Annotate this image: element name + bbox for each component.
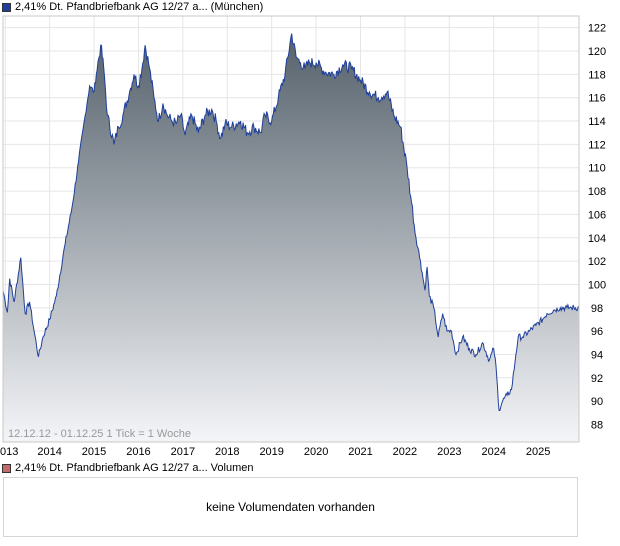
price-legend: 2,41% Dt. Pfandbriefbank AG 12/27 a... (… (2, 0, 263, 14)
y-tick-label: 116 (588, 93, 606, 105)
x-tick-label: 013 (0, 446, 18, 458)
y-tick-label: 110 (588, 163, 606, 175)
x-tick-label: 2020 (304, 446, 328, 458)
price-area (3, 33, 579, 442)
volume-empty-message: keine Volumendaten vorhanden (206, 500, 375, 514)
y-tick-label: 108 (588, 186, 606, 198)
volume-series-label: 2,41% Dt. Pfandbriefbank AG 12/27 a... V… (15, 462, 254, 474)
y-tick-label: 88 (591, 419, 603, 431)
volume-legend: 2,41% Dt. Pfandbriefbank AG 12/27 a... V… (2, 461, 254, 475)
price-series-swatch (2, 2, 11, 12)
volume-panel: keine Volumendaten vorhanden (3, 477, 578, 537)
period-label: 12.12.12 - 01.12.25 1 Tick = 1 Woche (8, 428, 191, 440)
x-tick-label: 2022 (393, 446, 417, 458)
y-tick-label: 100 (588, 279, 606, 291)
y-tick-label: 102 (588, 256, 606, 268)
plot-border (2, 15, 580, 443)
y-tick-label: 118 (588, 69, 606, 81)
y-tick-label: 98 (591, 303, 603, 315)
x-tick-label: 2024 (481, 446, 505, 458)
x-tick-label: 2018 (215, 446, 239, 458)
y-tick-label: 90 (591, 396, 603, 408)
y-tick-label: 94 (591, 349, 603, 361)
volume-series-swatch (2, 463, 11, 473)
x-tick-label: 2014 (37, 446, 61, 458)
price-line (3, 33, 579, 411)
y-tick-label: 114 (588, 116, 606, 128)
price-series-label: 2,41% Dt. Pfandbriefbank AG 12/27 a... (… (15, 1, 264, 13)
x-tick-label: 2021 (348, 446, 372, 458)
y-tick-label: 96 (591, 326, 603, 338)
y-tick-label: 92 (591, 373, 603, 385)
y-tick-label: 122 (588, 23, 606, 35)
x-tick-label: 2017 (171, 446, 195, 458)
y-tick-label: 120 (588, 46, 606, 58)
y-tick-label: 104 (588, 233, 606, 245)
x-tick-label: 2015 (82, 446, 106, 458)
price-chart: 88 90 92 94 96 98 100 102 104 106 108 110 112 114 116 1… (0, 15, 606, 458)
y-tick-label: 112 (588, 139, 606, 151)
x-tick-label: 2016 (126, 446, 150, 458)
x-tick-label: 2023 (437, 446, 461, 458)
x-tick-label: 2025 (526, 446, 550, 458)
x-tick-label: 2019 (259, 446, 283, 458)
y-tick-label: 106 (588, 209, 606, 221)
